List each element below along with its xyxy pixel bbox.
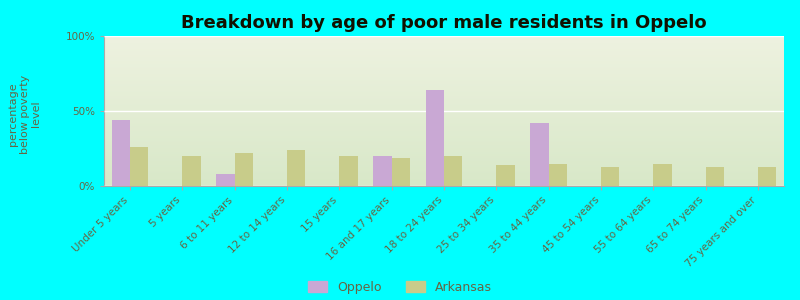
Bar: [374, 156, 392, 186]
Bar: [392, 158, 410, 186]
Bar: [130, 147, 149, 186]
Bar: [706, 167, 724, 186]
Bar: [654, 164, 671, 186]
Title: Breakdown by age of poor male residents in Oppelo: Breakdown by age of poor male residents …: [181, 14, 707, 32]
Bar: [530, 123, 549, 186]
Bar: [758, 167, 776, 186]
Bar: [339, 156, 358, 186]
Bar: [426, 90, 444, 186]
Bar: [549, 164, 567, 186]
Bar: [234, 153, 253, 186]
Bar: [601, 167, 619, 186]
Bar: [496, 165, 514, 186]
Bar: [182, 156, 201, 186]
Bar: [217, 174, 234, 186]
Legend: Oppelo, Arkansas: Oppelo, Arkansas: [308, 281, 492, 294]
Bar: [444, 156, 462, 186]
Bar: [287, 150, 306, 186]
Text: percentage
below poverty
level: percentage below poverty level: [8, 74, 42, 154]
Bar: [112, 120, 130, 186]
